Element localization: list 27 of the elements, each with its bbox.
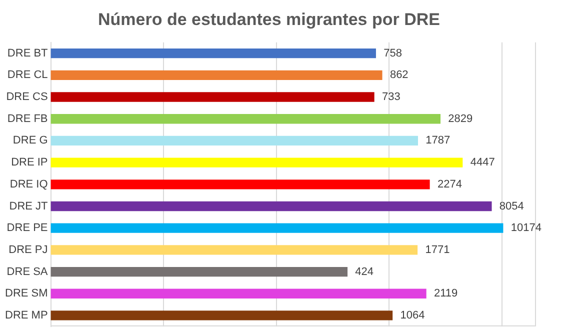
data-label: 2829 xyxy=(448,112,473,125)
data-label: 1064 xyxy=(400,310,425,322)
y-tick-label: DRE IP xyxy=(11,156,48,169)
data-label: 1787 xyxy=(426,134,450,147)
y-tick-label: DRE CL xyxy=(7,69,48,82)
data-label: 2274 xyxy=(437,178,462,190)
y-tick-label: DRE PJ xyxy=(8,244,48,256)
y-tick-label: DRE JT xyxy=(9,200,48,212)
data-label: 2119 xyxy=(434,288,458,300)
chart-title: Número de estudantes migrantes por DRE xyxy=(98,10,440,29)
y-tick-label: DRE G xyxy=(12,134,48,147)
data-label: 1771 xyxy=(425,244,450,256)
y-tick-label: DRE MP xyxy=(5,310,48,322)
data-label: 424 xyxy=(355,266,374,278)
y-tick-label: DRE FB xyxy=(7,112,48,125)
data-label: 758 xyxy=(384,47,402,60)
data-label: 8054 xyxy=(499,200,524,212)
y-tick-label: DRE SM xyxy=(5,288,48,300)
data-label: 10174 xyxy=(510,222,542,234)
y-tick-label: DRE SA xyxy=(6,266,48,278)
data-label: 4447 xyxy=(470,156,495,169)
y-tick-label: DRE PE xyxy=(6,222,48,234)
y-tick-label: DRE IQ xyxy=(10,178,48,190)
y-tick-label: DRE BT xyxy=(7,47,48,60)
y-tick-label: DRE CS xyxy=(6,91,48,104)
data-label: 862 xyxy=(390,69,408,82)
data-label: 733 xyxy=(382,91,400,104)
